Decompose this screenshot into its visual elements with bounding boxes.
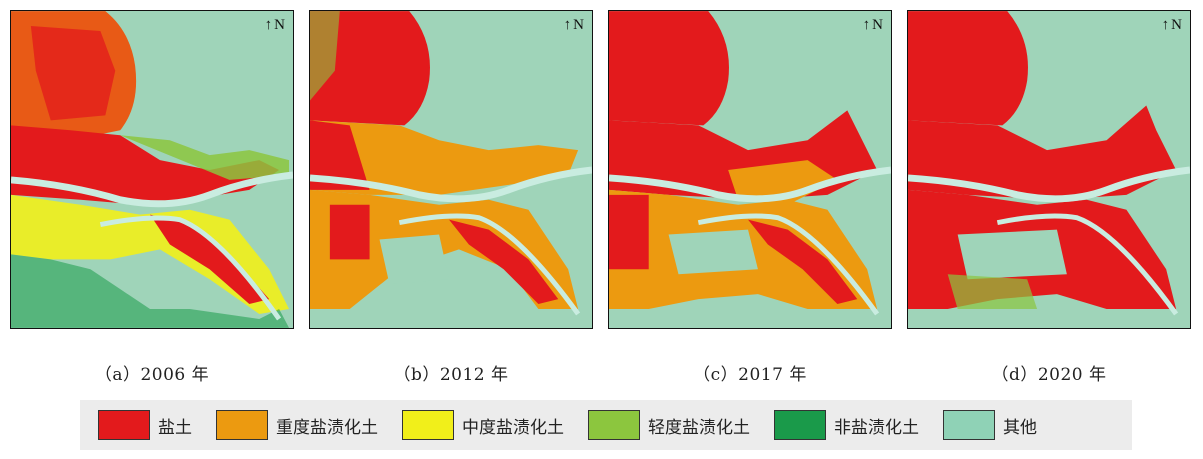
legend-label: 轻度盐渍化土 [648, 417, 750, 438]
caption-2012: （b）2012 年 [393, 365, 509, 385]
salinization-map-2006 [11, 11, 293, 328]
legend-label: 重度盐渍化土 [276, 417, 378, 438]
legend-item-saline-soil: 盐土 [98, 410, 192, 440]
legend-swatch [98, 410, 150, 440]
legend-label: 其他 [1003, 417, 1037, 438]
legend-item-non-saline: 非盐渍化土 [774, 410, 919, 440]
salinization-map-2020 [908, 11, 1190, 328]
legend-item-severe: 重度盐渍化土 [216, 410, 378, 440]
legend-item-other: 其他 [943, 410, 1037, 440]
north-arrow: ↑ N [265, 17, 285, 34]
legend-item-slight: 轻度盐渍化土 [588, 410, 750, 440]
legend-swatch [588, 410, 640, 440]
map-panel-2006: ↑ N [10, 10, 294, 329]
salinization-map-2012 [310, 11, 592, 328]
legend-label: 中度盐渍化土 [462, 417, 564, 438]
legend: 盐土 重度盐渍化土 中度盐渍化土 轻度盐渍化土 非盐渍化土 其他 [80, 400, 1132, 450]
north-arrow-icon: ↑ [862, 17, 871, 33]
legend-swatch [402, 410, 454, 440]
north-arrow-icon: ↑ [264, 17, 273, 33]
legend-item-moderate: 中度盐渍化土 [402, 410, 564, 440]
north-arrow-icon: ↑ [563, 17, 572, 33]
caption-2017: （c）2017 年 [693, 365, 807, 385]
legend-swatch [774, 410, 826, 440]
north-label: N [872, 17, 883, 33]
caption-2006: （a）2006 年 [94, 365, 210, 385]
legend-swatch [943, 410, 995, 440]
legend-label: 非盐渍化土 [834, 417, 919, 438]
north-label: N [274, 17, 285, 33]
legend-label: 盐土 [158, 417, 192, 438]
north-arrow-icon: ↑ [1161, 17, 1170, 33]
legend-swatch [216, 410, 268, 440]
map-panel-2012: ↑ N [309, 10, 593, 329]
caption-2020: （d）2020 年 [991, 365, 1107, 385]
salinization-map-2017 [609, 11, 891, 328]
north-arrow: ↑ N [564, 17, 584, 34]
north-arrow: ↑ N [1162, 17, 1182, 34]
north-arrow: ↑ N [863, 17, 883, 34]
map-panel-2020: ↑ N [907, 10, 1191, 329]
north-label: N [1171, 17, 1182, 33]
map-panel-2017: ↑ N [608, 10, 892, 329]
north-label: N [573, 17, 584, 33]
